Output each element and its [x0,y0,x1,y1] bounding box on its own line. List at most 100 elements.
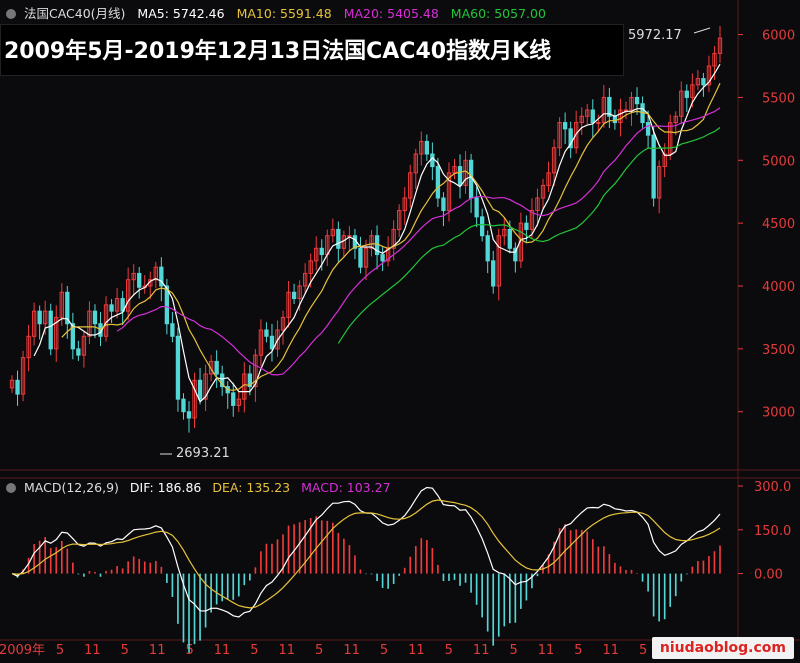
candle-body [81,335,87,356]
time-tick-label: 11 [279,643,296,658]
candle-body [408,172,413,199]
candle-body [297,285,302,300]
time-tick-label: 5 [509,643,517,658]
candle-body [330,228,335,237]
macd-tick-label: 0.00 [754,568,783,583]
candle-body [540,184,546,199]
candle-body [656,166,662,199]
candle-body [76,348,81,356]
chart-title: 2009年5月-2019年12月13日法国CAC40指数月K线 [4,39,552,64]
time-tick-label: 11 [408,643,425,658]
candle-body [585,109,590,117]
candle-body [402,197,407,212]
candle-body [131,272,136,281]
candle-body [37,310,42,325]
candle-body [9,379,15,389]
settings-dot-icon[interactable] [6,9,16,19]
candle-body [280,316,286,331]
ma5-label: MA5: 5742.46 [137,6,225,21]
candle-body [159,266,164,287]
candle-body [546,172,551,186]
candle-body [363,247,369,268]
price-tick-label: 6000 [762,29,795,44]
candle-body [596,122,601,125]
candle-body [31,310,37,337]
candle-body [26,335,31,359]
candle-body [192,379,197,419]
macd-settings-dot-icon[interactable] [6,483,16,493]
candle-body [247,373,253,388]
candle-body [308,260,313,274]
high-arrow [693,27,711,34]
candle-body [574,122,579,149]
candle-body [435,166,441,199]
candle-body [651,134,656,199]
candle-body [48,310,53,350]
time-tick-label: 11 [473,643,490,658]
candle-body [535,197,540,212]
candle-body [380,254,385,262]
symbol-label: 法国CAC40(月线) [23,6,126,21]
macd-value-label: MACD: 103.27 [301,480,391,495]
low-annotation: 2693.21 [176,446,230,461]
candle-body [507,228,512,249]
candle-body [269,335,275,350]
candle-body [679,90,684,117]
dif-line [11,486,721,618]
candle-body [474,197,479,218]
macd-tick-label: 300.0 [754,480,791,495]
candle-body [170,323,175,337]
candle-body [164,285,170,325]
candle-body [114,298,120,312]
ma5-line [33,63,721,403]
candle-body [54,316,59,350]
candle-body [717,37,723,54]
candle-body [684,90,689,98]
time-tick-label: 5 [315,643,323,658]
candle-body [391,228,396,249]
candle-body [673,115,678,124]
candle-body [618,109,623,124]
time-tick-label: 5 [574,643,582,658]
candle-body [695,78,701,86]
candle-body [87,310,92,337]
candle-body [208,360,214,375]
candle-body [175,335,181,400]
candle-body [668,122,673,155]
ma20-line [116,107,721,376]
candle-body [236,398,241,406]
candle-body [629,96,634,111]
title-banner [0,24,624,76]
candle-body [319,247,324,256]
candle-body [430,153,435,168]
ma60-label: MA60: 5057.00 [450,6,546,21]
candle-body [264,329,269,337]
time-tick-label: 5 [56,643,64,658]
candle-body [701,78,706,86]
candle-body [601,96,607,124]
candle-body [634,96,640,105]
candle-body [220,373,225,388]
candle-body [137,272,142,288]
ma20-label: MA20: 5405.48 [343,6,439,21]
candle-body [153,266,158,281]
candle-body [231,392,236,406]
candle-body [59,291,64,318]
candle-body [513,247,518,262]
candle-body [452,166,457,174]
candle-body [197,379,203,400]
candle-body [214,360,219,375]
time-tick-label: 11 [214,643,231,658]
candle-body [92,310,98,325]
candle-body [706,65,712,86]
time-tick-label: 5 [121,643,129,658]
candle-body [557,122,562,149]
price-tick-label: 3500 [762,343,795,358]
time-tick-label: 11 [603,643,620,658]
candle-body [20,357,26,395]
candle-body [291,291,297,300]
ma10-line [61,83,721,391]
ma10-label: MA10: 5591.48 [236,6,332,21]
candle-body [125,279,131,312]
macd-tick-label: 150.0 [754,524,791,539]
